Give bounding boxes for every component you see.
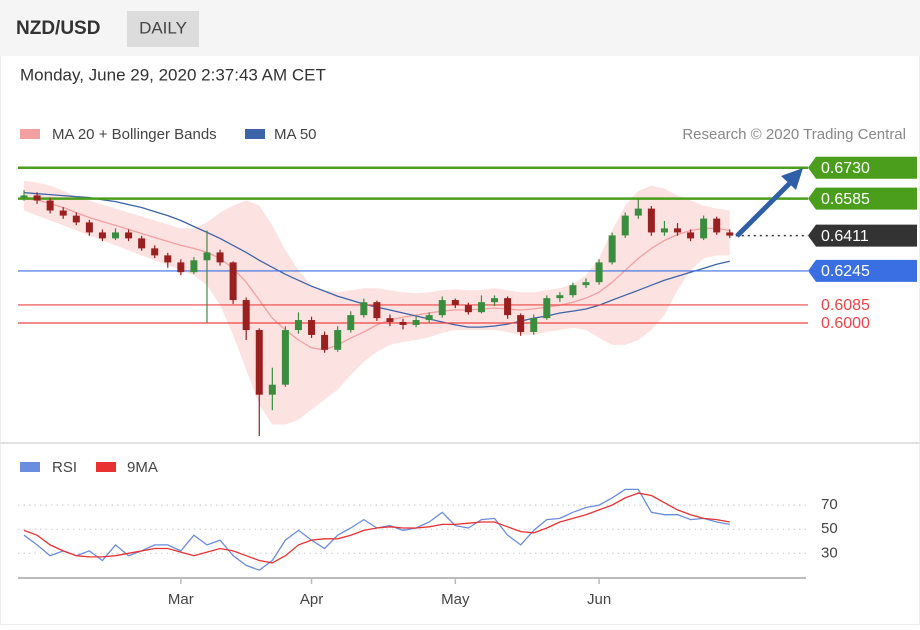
x-tick-label: Mar [168, 591, 194, 608]
level-tag [808, 224, 917, 247]
candle-body [334, 330, 342, 350]
candle-body [621, 215, 629, 236]
candle-body [59, 210, 67, 216]
level-label: 0.6585 [821, 191, 870, 208]
candle-body [674, 228, 681, 233]
candle-body [687, 232, 695, 239]
candle-body [582, 282, 590, 286]
legend-swatch [20, 462, 40, 472]
candle-body [700, 218, 708, 239]
legend-swatch [96, 462, 116, 472]
x-tick-label: Apr [300, 591, 323, 608]
level-tag [808, 156, 917, 179]
x-tick-label: Jun [587, 591, 611, 608]
candle-body [138, 238, 146, 249]
candle-body [438, 300, 446, 316]
candle-body [347, 315, 355, 331]
candle-body [726, 232, 734, 236]
candle-body [608, 235, 616, 263]
level-label: 0.6085 [821, 297, 870, 314]
candle-body [660, 228, 668, 233]
candle-body [517, 315, 525, 332]
level-tag [808, 187, 917, 210]
candle-body [504, 298, 512, 316]
candle-body [477, 302, 485, 313]
level-label: 0.6000 [821, 315, 870, 332]
legend-label: RSI [52, 459, 77, 476]
candle-body [386, 318, 394, 322]
candle-body [216, 252, 224, 263]
candle-body [72, 215, 80, 223]
level-label: 0.6245 [821, 263, 870, 280]
candle-body [556, 295, 564, 299]
candle-body [647, 208, 655, 233]
legend-swatch [245, 129, 265, 139]
candle-body [268, 384, 276, 395]
candle-body [425, 315, 433, 321]
candle-body [203, 252, 211, 261]
candle-body [294, 320, 302, 331]
candle-body [98, 232, 106, 239]
level-label: 0.6730 [821, 160, 870, 177]
credit: Research © 2020 Trading Central [682, 126, 906, 143]
timestamp: Monday, June 29, 2020 2:37:43 AM CET [20, 65, 326, 84]
candle-body [164, 255, 172, 263]
y-tick-label: 70 [821, 496, 838, 513]
candle-body [20, 195, 28, 198]
candle-body [281, 330, 289, 385]
candle-body [177, 262, 185, 273]
candle-body [125, 232, 133, 239]
candle-body [412, 320, 420, 325]
candle-body [151, 248, 159, 256]
candle-body [399, 321, 407, 325]
candle-body [229, 262, 237, 301]
period: DAILY [139, 18, 187, 37]
candle-body [713, 218, 721, 233]
symbol: NZD/USD [16, 18, 100, 39]
candle-body [595, 262, 603, 283]
candle-body [190, 260, 198, 273]
candle-body [569, 285, 577, 296]
rsi-line [23, 492, 730, 564]
y-tick-label: 50 [821, 520, 838, 537]
candle-body [111, 232, 119, 239]
legend-label: MA 20 + Bollinger Bands [52, 126, 217, 143]
target-arrowhead [781, 168, 803, 190]
candle-body [451, 300, 459, 306]
candle-body [543, 298, 551, 319]
candle-body [255, 330, 263, 395]
level-label: 0.6411 [821, 228, 869, 245]
target-arrow [735, 179, 794, 238]
candle-body [46, 200, 54, 211]
x-tick-label: May [441, 591, 470, 608]
legend-label: 9MA [127, 459, 158, 476]
moving-average [23, 196, 730, 351]
period-box [127, 11, 199, 47]
legend-swatch [20, 129, 40, 139]
candle-body [321, 334, 329, 350]
candle-body [360, 302, 368, 316]
legend-label: MA 50 [274, 126, 317, 143]
candle-body [634, 208, 642, 216]
candle-body [373, 302, 381, 319]
candle-body [464, 305, 472, 313]
candle-body [308, 320, 316, 335]
y-tick-label: 30 [821, 544, 838, 561]
candle-body [33, 195, 41, 201]
candle-body [85, 222, 93, 233]
candle-body [242, 300, 250, 331]
candle-body [491, 298, 499, 303]
level-tag [808, 259, 917, 282]
candle-body [530, 318, 538, 332]
